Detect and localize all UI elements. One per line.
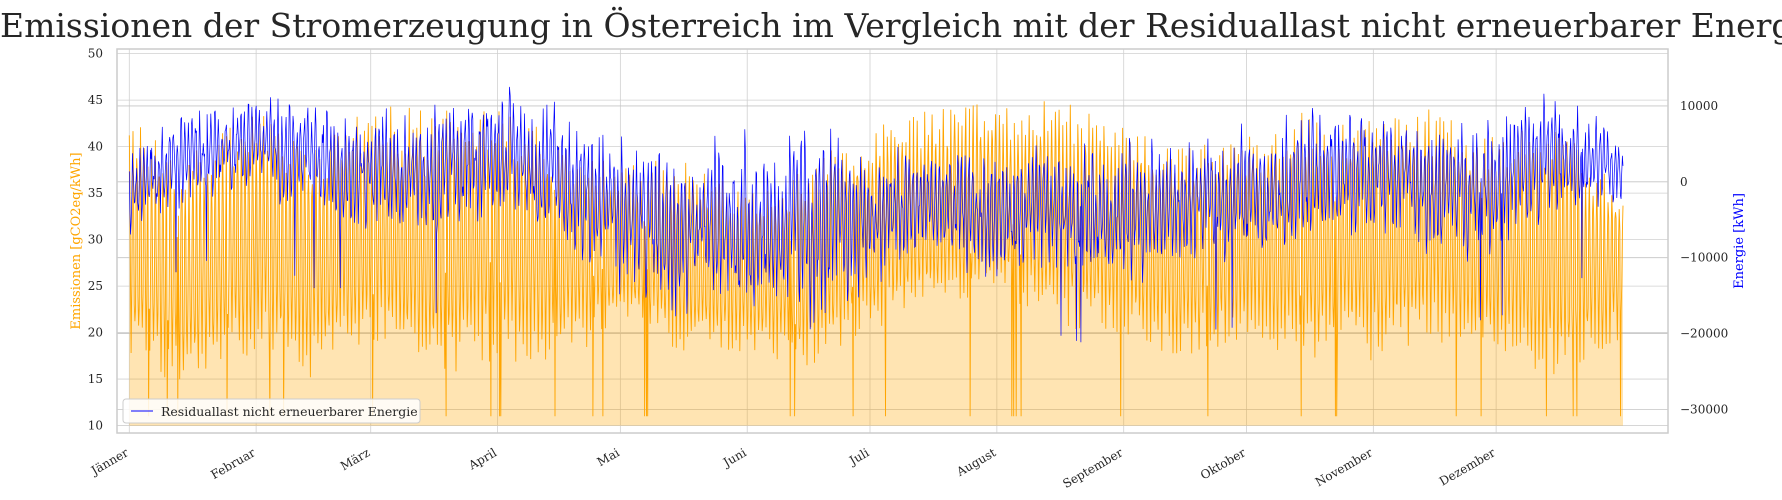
x-tick-label: Juni	[719, 445, 749, 470]
left-tick-label: 40	[88, 140, 103, 154]
x-tick-label: August	[953, 445, 998, 479]
residual-load-series	[128, 86, 1624, 343]
left-tick-label: 20	[88, 326, 103, 340]
x-tick-label: April	[465, 445, 499, 473]
x-tick-label: September	[1060, 445, 1125, 491]
x-tick-label: Mai	[595, 445, 622, 469]
chart-title: Emissionen der Stromerzeugung in Österre…	[0, 6, 1782, 45]
right-axis-label: Energie [kWh]	[1732, 193, 1747, 289]
left-tick-label: 50	[88, 47, 103, 61]
x-tick-label: März	[338, 445, 372, 473]
legend: Residuallast nicht erneuerbarer Energie	[122, 398, 421, 424]
left-tick-label: 15	[88, 372, 103, 386]
x-tick-label: Jänner	[87, 445, 131, 478]
right-tick-label: −20000	[1680, 327, 1728, 341]
left-tick-label: 30	[88, 233, 103, 247]
right-axis-ticks: −30000 −20000 −10000 0 10000	[1680, 99, 1728, 417]
emissions-fill	[129, 101, 1623, 426]
right-tick-label: −30000	[1680, 402, 1728, 416]
residual-load-line	[128, 86, 1624, 343]
x-tick-label: Februar	[208, 445, 257, 482]
right-tick-label: −10000	[1680, 251, 1728, 265]
legend-entry: Residuallast nicht erneuerbarer Energie	[161, 404, 418, 419]
left-tick-label: 10	[88, 419, 103, 433]
x-axis-ticks: Jänner Februar März April Mai Juni Juli August S…	[87, 445, 1498, 491]
left-axis-ticks: 10 15 20 25 30 35 40 45 50	[88, 47, 103, 433]
left-tick-label: 25	[88, 279, 103, 293]
x-tick-label: Juli	[845, 445, 871, 468]
emissions-series	[128, 101, 1624, 426]
x-tick-label: Oktober	[1198, 445, 1248, 482]
left-tick-label: 45	[88, 93, 103, 107]
emissions-line	[128, 101, 1624, 417]
x-tick-label: November	[1313, 445, 1375, 489]
left-axis-label: Emissionen [gCO2eq/kWh]	[69, 152, 84, 329]
right-tick-label: 0	[1680, 175, 1688, 189]
plot-frame	[116, 48, 1669, 434]
left-tick-label: 35	[88, 186, 103, 200]
legend-box	[122, 398, 421, 424]
x-tick-label: Dezember	[1437, 445, 1498, 488]
right-tick-label: 10000	[1680, 99, 1718, 113]
